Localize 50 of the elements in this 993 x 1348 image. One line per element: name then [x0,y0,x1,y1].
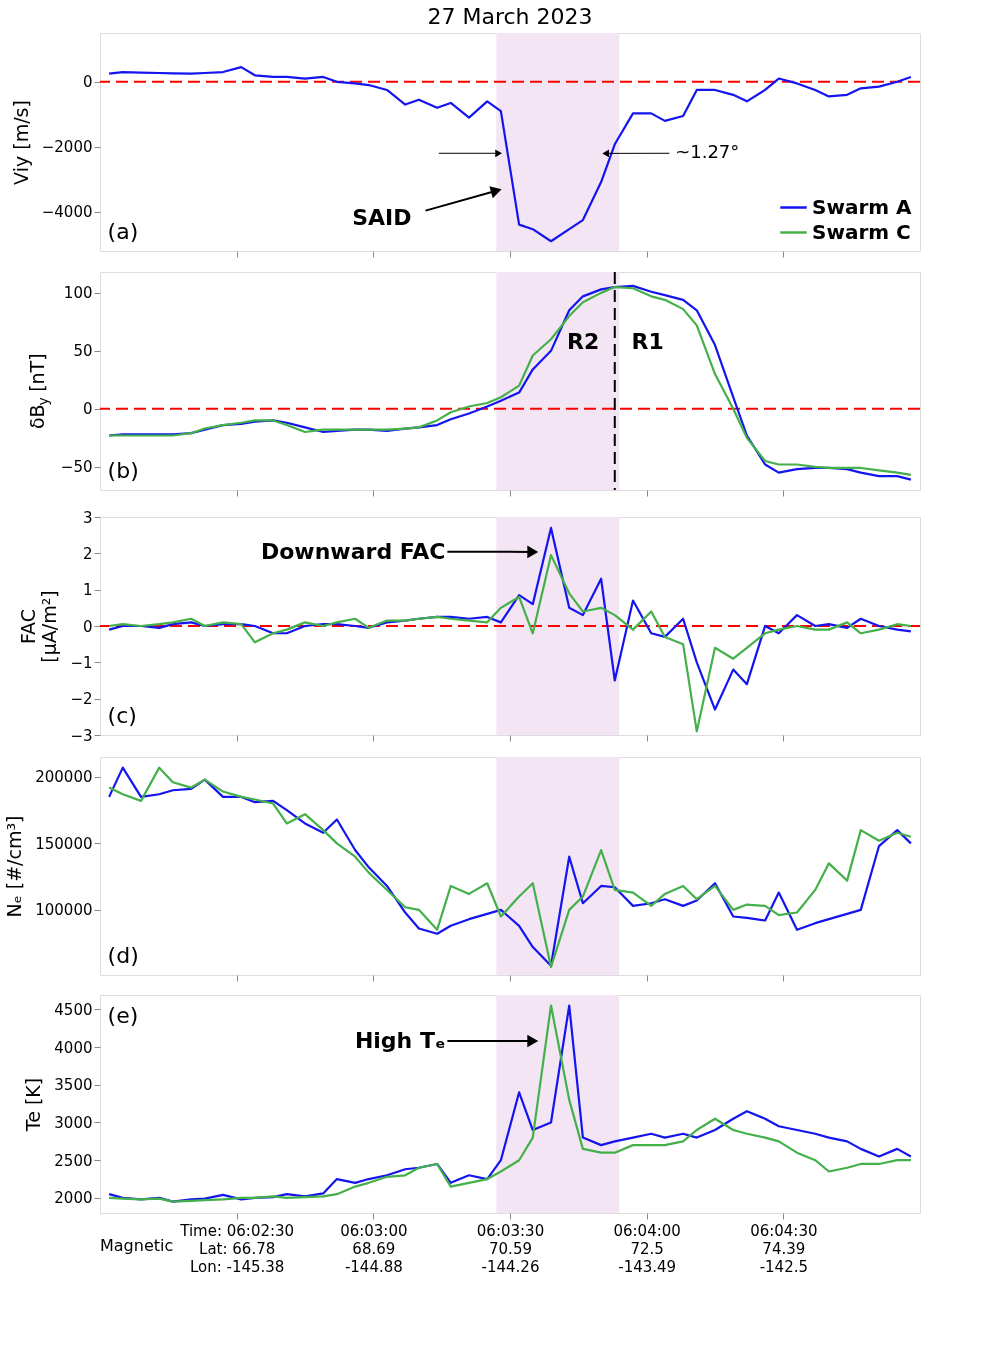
annotation: (d) [107,943,139,969]
chart-title: 27 March 2023 [427,4,593,29]
y-tick-label: 0 [82,73,93,92]
y-tick-label: 3 [82,508,93,527]
y-axis-title: FAC [μA/m²] [17,590,61,663]
y-tick-label: 100000 [35,901,93,920]
x-tick-label: 06:03:30 70.59 -144.26 [476,1221,545,1276]
annotation: (c) [107,703,137,729]
x-tick-label: 06:03:00 68.69 -144.88 [340,1221,408,1276]
text: Magnetic [100,1235,174,1255]
legend-label: Swarm C [812,219,911,244]
y-tick-label: −4000 [41,203,93,222]
y-tick-label: 150000 [35,834,93,853]
y-tick-label: 4000 [54,1038,93,1057]
line-series [108,66,912,243]
y-tick-label: 0 [82,400,93,419]
line-series [108,1004,912,1203]
x-tick-label: Time: 06:02:30 Lat: 66.78 Lon: -145.38 [179,1221,295,1276]
y-tick-label: −3 [70,726,93,745]
y-tick-label: 1 [82,581,93,600]
x-tick-label: 06:04:30 74.39 -142.5 [750,1221,818,1276]
legend-label: Swarm A [812,194,913,219]
y-axis-title: Te [K] [22,1077,45,1133]
annotation: ~1.27° [675,141,740,163]
y-tick-label: 4500 [54,1000,93,1019]
y-axis-title: δBy [nT] [26,353,51,430]
y-tick-label: 2 [82,544,93,563]
y-tick-label: 50 [73,342,93,361]
y-tick-label: −2000 [41,138,93,157]
y-tick-label: −2 [70,690,93,709]
annotation: (e) [107,1002,139,1028]
annotation: SAID [352,205,412,231]
annotation: R1 [631,329,664,355]
annotation: (a) [107,219,139,245]
annotation: (b) [107,458,139,484]
y-tick-label: 3500 [54,1076,93,1095]
annotation: Downward FAC [260,538,446,564]
y-tick-label: 2000 [54,1189,93,1208]
y-tick-label: 2500 [54,1151,93,1170]
annotation: High Tₑ [354,1028,446,1054]
y-axis-title: Viy [m/s] [9,100,32,185]
y-tick-label: −50 [60,458,93,477]
y-tick-label: 3000 [54,1113,93,1132]
y-tick-label: 0 [82,617,93,636]
y-tick-label: 200000 [35,768,93,787]
y-tick-label: 100 [63,284,93,303]
y-tick-label: −1 [70,653,93,672]
y-axis-title: Nₑ [#/cm³] [3,815,26,918]
annotation: R2 [566,329,600,355]
x-tick-label: 06:04:00 72.5 -143.49 [613,1221,681,1276]
